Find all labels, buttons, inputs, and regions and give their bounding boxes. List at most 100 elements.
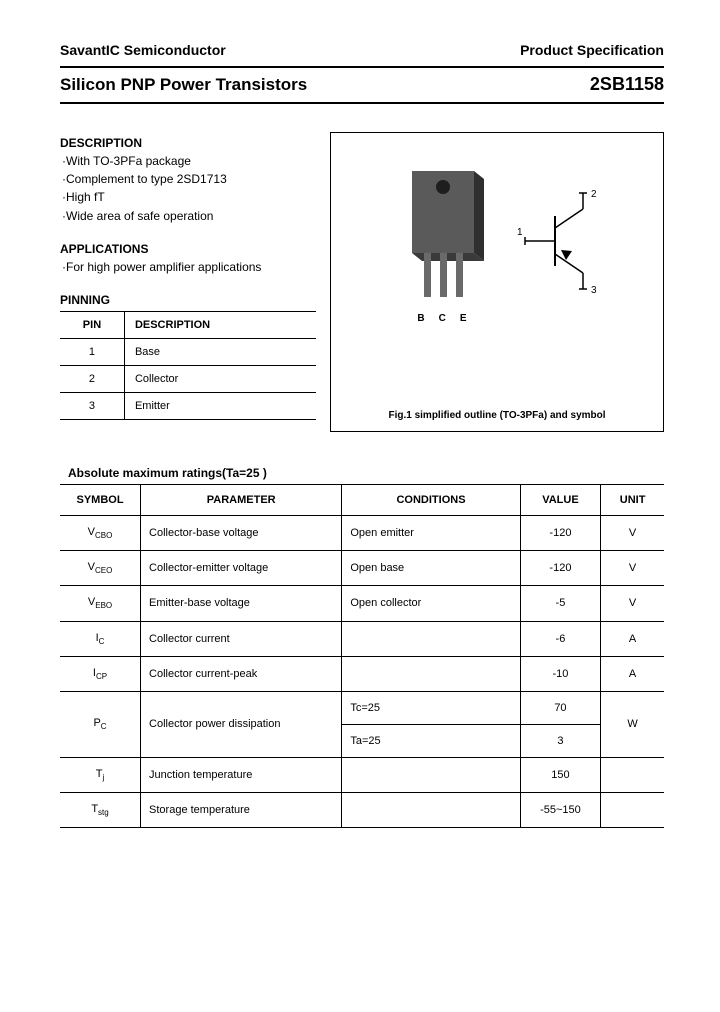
desc-item: ·With TO-3PFa package — [62, 153, 316, 169]
cond-cell — [342, 621, 520, 656]
unit-cell — [601, 757, 664, 792]
package-outline-icon: B C E — [387, 161, 497, 324]
table-row: ICP Collector current-peak -10 A — [60, 656, 664, 691]
val-cell: -120 — [520, 551, 601, 586]
pin-cell: 1 — [60, 338, 124, 365]
table-row: VCBO Collector-base voltage Open emitter… — [60, 516, 664, 551]
pin-label: C — [439, 313, 446, 324]
pin-cell: 3 — [60, 392, 124, 419]
cond-cell: Open collector — [342, 586, 520, 621]
overview-section: DESCRIPTION ·With TO-3PFa package ·Compl… — [60, 132, 664, 432]
figure-box: B C E 2 1 — [330, 132, 664, 432]
sym-pin-1: 1 — [517, 227, 523, 238]
pin-desc-cell: Emitter — [124, 392, 316, 419]
sym-cell: Tj — [60, 757, 141, 792]
sym-pin-3: 3 — [591, 285, 597, 296]
unit-cell — [601, 793, 664, 828]
col-pin: PIN — [60, 311, 124, 338]
part-number: 2SB1158 — [590, 74, 664, 95]
table-row: IC Collector current -6 A — [60, 621, 664, 656]
val-cell: -55~150 — [520, 793, 601, 828]
param-cell: Storage temperature — [141, 793, 342, 828]
table-row: VEBO Emitter-base voltage Open collector… — [60, 586, 664, 621]
param-cell: Junction temperature — [141, 757, 342, 792]
cond-cell: Open base — [342, 551, 520, 586]
val-cell: -120 — [520, 516, 601, 551]
applications-list: ·For high power amplifier applications — [62, 259, 316, 275]
param-cell: Collector-base voltage — [141, 516, 342, 551]
description-heading: DESCRIPTION — [60, 136, 316, 150]
param-cell: Collector power dissipation — [141, 691, 342, 757]
cond-cell — [342, 656, 520, 691]
applications-heading: APPLICATIONS — [60, 242, 316, 256]
col-symbol: SYMBOL — [60, 485, 141, 516]
cond-cell: Open emitter — [342, 516, 520, 551]
desc-item: ·High fT — [62, 189, 316, 205]
sym-cell: PC — [60, 691, 141, 757]
pin-desc-cell: Base — [124, 338, 316, 365]
sym-cell: VEBO — [60, 586, 141, 621]
col-conditions: CONDITIONS — [342, 485, 520, 516]
col-value: VALUE — [520, 485, 601, 516]
unit-cell: V — [601, 551, 664, 586]
pin-cell: 2 — [60, 365, 124, 392]
cond-cell: Tc=25 — [342, 691, 520, 724]
unit-cell: V — [601, 516, 664, 551]
table-row: SYMBOL PARAMETER CONDITIONS VALUE UNIT — [60, 485, 664, 516]
val-cell: -6 — [520, 621, 601, 656]
sym-pin-2: 2 — [591, 189, 597, 200]
pinning-heading: PINNING — [60, 293, 316, 307]
desc-item: ·Wide area of safe operation — [62, 208, 316, 224]
figure-caption: Fig.1 simplified outline (TO-3PFa) and s… — [331, 410, 663, 421]
table-row: Tj Junction temperature 150 — [60, 757, 664, 792]
ratings-heading: Absolute maximum ratings(Ta=25 ) — [60, 466, 664, 480]
unit-cell: A — [601, 656, 664, 691]
cond-cell — [342, 793, 520, 828]
unit-cell: V — [601, 586, 664, 621]
param-cell: Collector current — [141, 621, 342, 656]
val-cell: -5 — [520, 586, 601, 621]
pin-label: E — [460, 313, 467, 324]
table-row: PC Collector power dissipation Tc=25 70 … — [60, 691, 664, 724]
sym-cell: Tstg — [60, 793, 141, 828]
val-cell: 70 — [520, 691, 601, 724]
spec-label: Product Specification — [520, 42, 664, 58]
col-parameter: PARAMETER — [141, 485, 342, 516]
desc-item: ·Complement to type 2SD1713 — [62, 171, 316, 187]
table-row: Tstg Storage temperature -55~150 — [60, 793, 664, 828]
product-title: Silicon PNP Power Transistors — [60, 75, 307, 95]
pin-label: B — [417, 313, 424, 324]
cond-cell: Ta=25 — [342, 724, 520, 757]
unit-cell: A — [601, 621, 664, 656]
sym-cell: ICP — [60, 656, 141, 691]
param-cell: Emitter-base voltage — [141, 586, 342, 621]
table-row: PIN DESCRIPTION — [60, 311, 316, 338]
table-row: 3 Emitter — [60, 392, 316, 419]
param-cell: Collector current-peak — [141, 656, 342, 691]
table-row: VCEO Collector-emitter voltage Open base… — [60, 551, 664, 586]
val-cell: -10 — [520, 656, 601, 691]
pin-label-row: B C E — [387, 313, 497, 324]
description-list: ·With TO-3PFa package ·Complement to typ… — [62, 153, 316, 224]
pinning-table: PIN DESCRIPTION 1 Base 2 Collector 3 Emi… — [60, 311, 316, 420]
transistor-symbol-icon: 2 1 3 — [517, 181, 607, 304]
col-desc: DESCRIPTION — [124, 311, 316, 338]
val-cell: 150 — [520, 757, 601, 792]
table-row: 1 Base — [60, 338, 316, 365]
table-row: 2 Collector — [60, 365, 316, 392]
page-header: SavantIC Semiconductor Product Specifica… — [60, 42, 664, 64]
figure-area: B C E 2 1 — [337, 139, 657, 324]
app-item: ·For high power amplifier applications — [62, 259, 316, 275]
sym-cell: VCEO — [60, 551, 141, 586]
sym-cell: IC — [60, 621, 141, 656]
cond-cell — [342, 757, 520, 792]
left-column: DESCRIPTION ·With TO-3PFa package ·Compl… — [60, 132, 316, 432]
ratings-table: SYMBOL PARAMETER CONDITIONS VALUE UNIT V… — [60, 484, 664, 828]
unit-cell: W — [601, 691, 664, 757]
title-bar: Silicon PNP Power Transistors 2SB1158 — [60, 66, 664, 104]
company-name: SavantIC Semiconductor — [60, 42, 226, 58]
col-unit: UNIT — [601, 485, 664, 516]
sym-cell: VCBO — [60, 516, 141, 551]
val-cell: 3 — [520, 724, 601, 757]
pin-desc-cell: Collector — [124, 365, 316, 392]
